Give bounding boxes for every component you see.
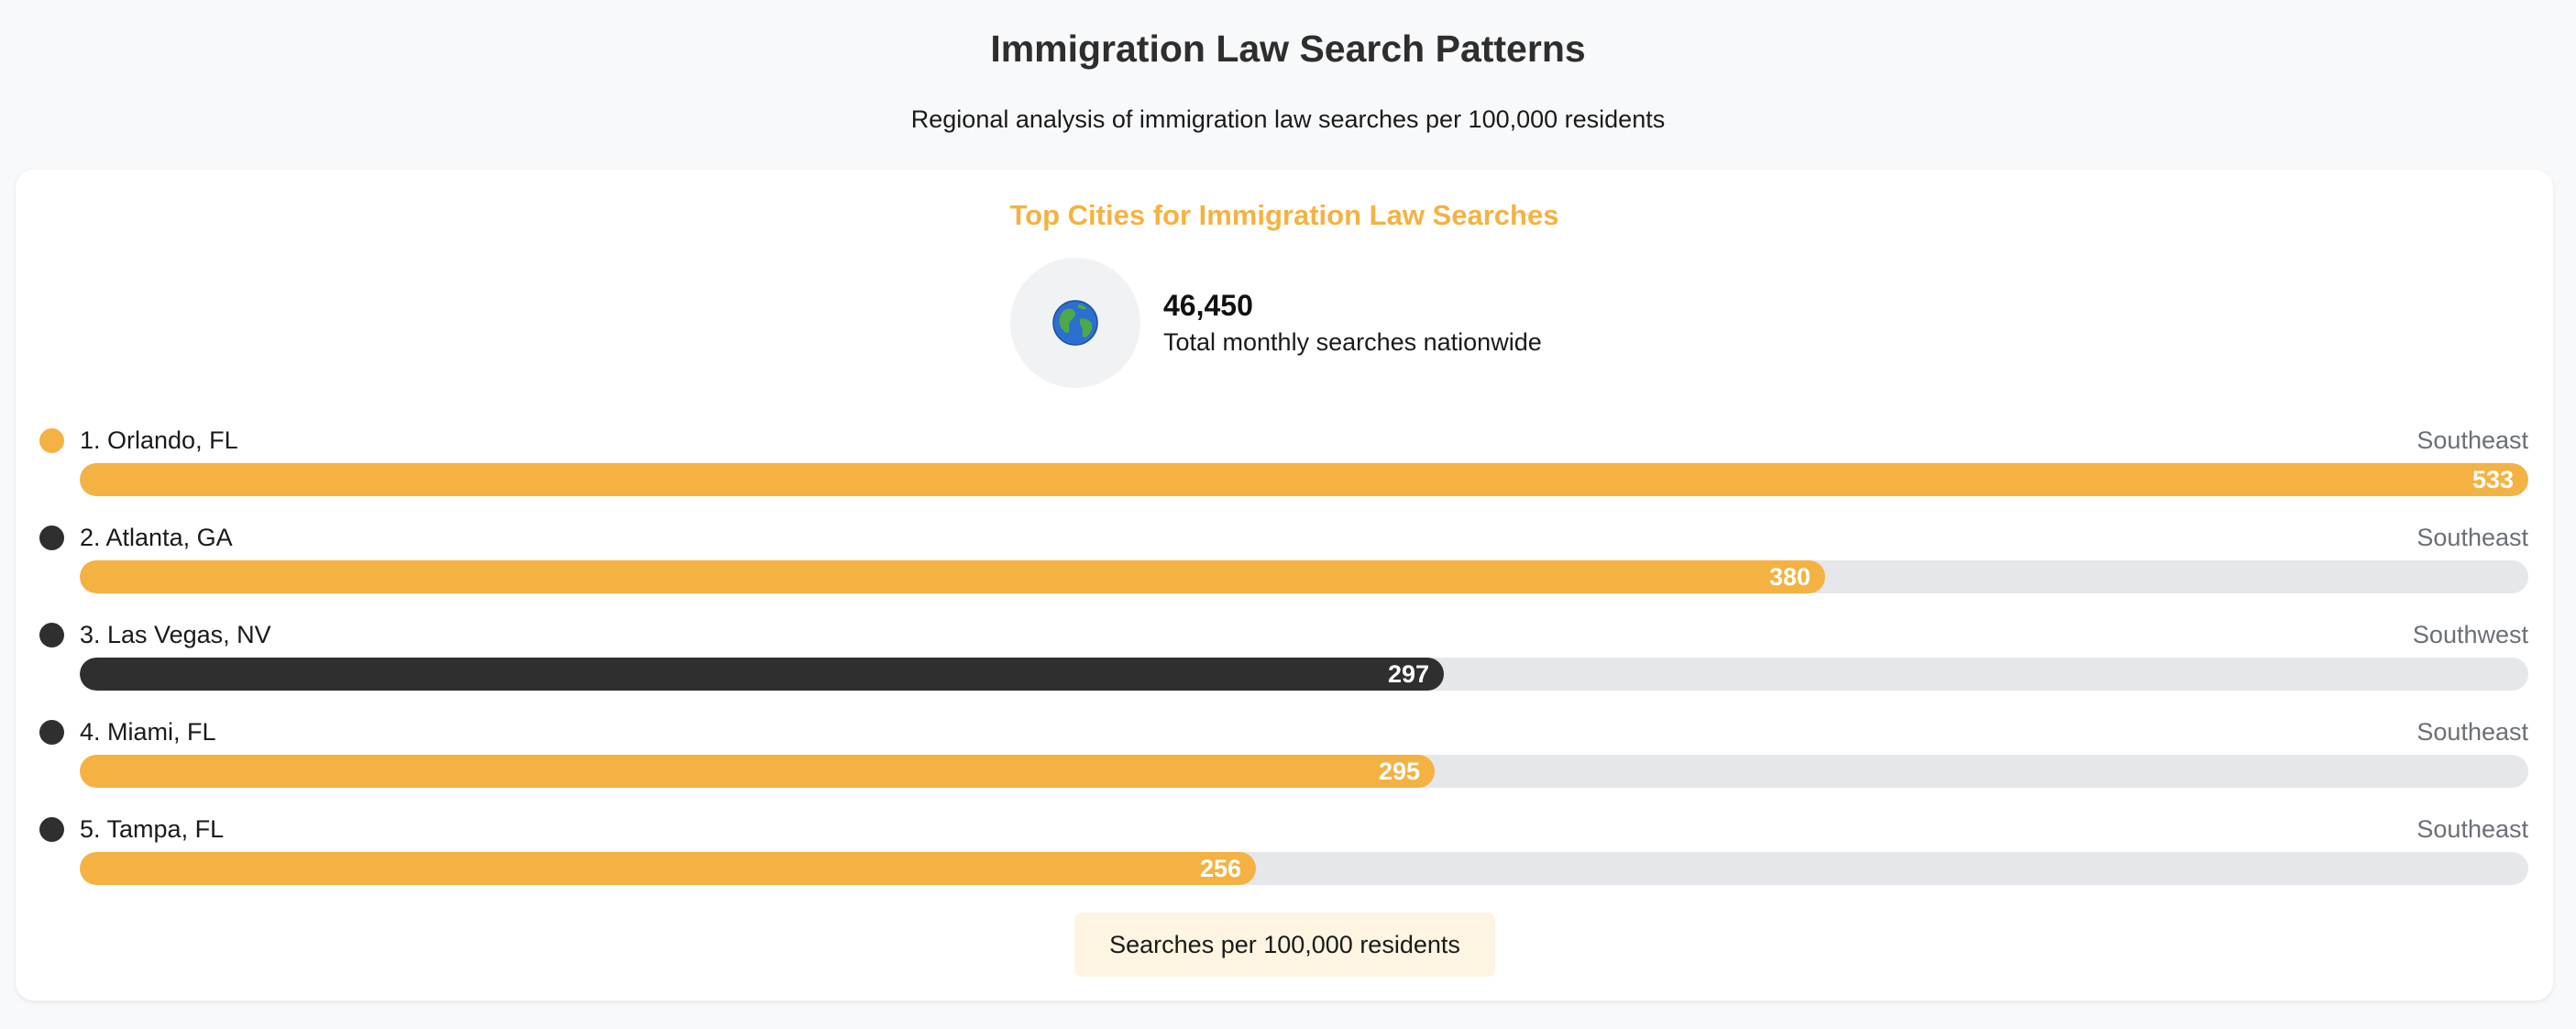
chart-card: Top Cities for Immigration Law Searches … [16, 170, 2553, 1001]
region-label: Southeast [2416, 815, 2528, 843]
globe-icon [1051, 299, 1099, 347]
bar-row: 5. Tampa, FL Southeast 256 [16, 808, 2553, 900]
bar-track: 380 [80, 560, 2528, 593]
rank-dot [39, 720, 64, 745]
bar-track: 297 [80, 658, 2528, 691]
total-searches-label: Total monthly searches nationwide [1163, 328, 1542, 356]
bar-row: 4. Miami, FL Southeast 295 [16, 711, 2553, 802]
bar-value-label: 295 [1378, 758, 1420, 785]
rank-dot [39, 817, 64, 842]
bar-value-label: 533 [2471, 466, 2514, 493]
bar-track: 256 [80, 852, 2528, 885]
region-label: Southeast [2416, 718, 2528, 746]
city-label: 1. Orlando, FL [80, 426, 238, 454]
bar-value-label: 380 [1768, 563, 1811, 591]
bar [80, 560, 1825, 593]
bar-value-label: 256 [1199, 855, 1241, 882]
bar-track: 295 [80, 755, 2528, 788]
region-label: Southeast [2416, 426, 2528, 454]
city-label: 5. Tampa, FL [80, 815, 225, 843]
city-label: 4. Miami, FL [80, 718, 216, 746]
region-label: Southwest [2412, 621, 2528, 648]
bar-row: 3. Las Vegas, NV Southwest 297 [16, 614, 2553, 705]
bar-row: 1. Orlando, FL Southeast 533 [16, 419, 2553, 511]
globe-badge [1010, 258, 1140, 388]
page-subtitle: Regional analysis of immigration law sea… [910, 105, 1666, 133]
city-label: 2. Atlanta, GA [80, 524, 233, 551]
rank-dot [39, 428, 64, 453]
bar-track: 533 [80, 463, 2528, 496]
bar-row: 2. Atlanta, GA Southeast 380 [16, 516, 2553, 608]
rank-dot [39, 526, 64, 550]
bar-value-label: 297 [1387, 660, 1429, 688]
region-label: Southeast [2416, 524, 2528, 551]
city-label: 3. Las Vegas, NV [80, 621, 271, 648]
bar [80, 658, 1444, 691]
unit-badge: Searches per 100,000 residents [1074, 913, 1495, 977]
page-title: Immigration Law Search Patterns [990, 28, 1586, 70]
rank-dot [39, 623, 64, 647]
total-searches-value: 46,450 [1163, 289, 1253, 322]
bar [80, 463, 2528, 496]
bar [80, 852, 1256, 885]
chart-title: Top Cities for Immigration Law Searches [1009, 199, 1559, 231]
bar [80, 755, 1435, 788]
